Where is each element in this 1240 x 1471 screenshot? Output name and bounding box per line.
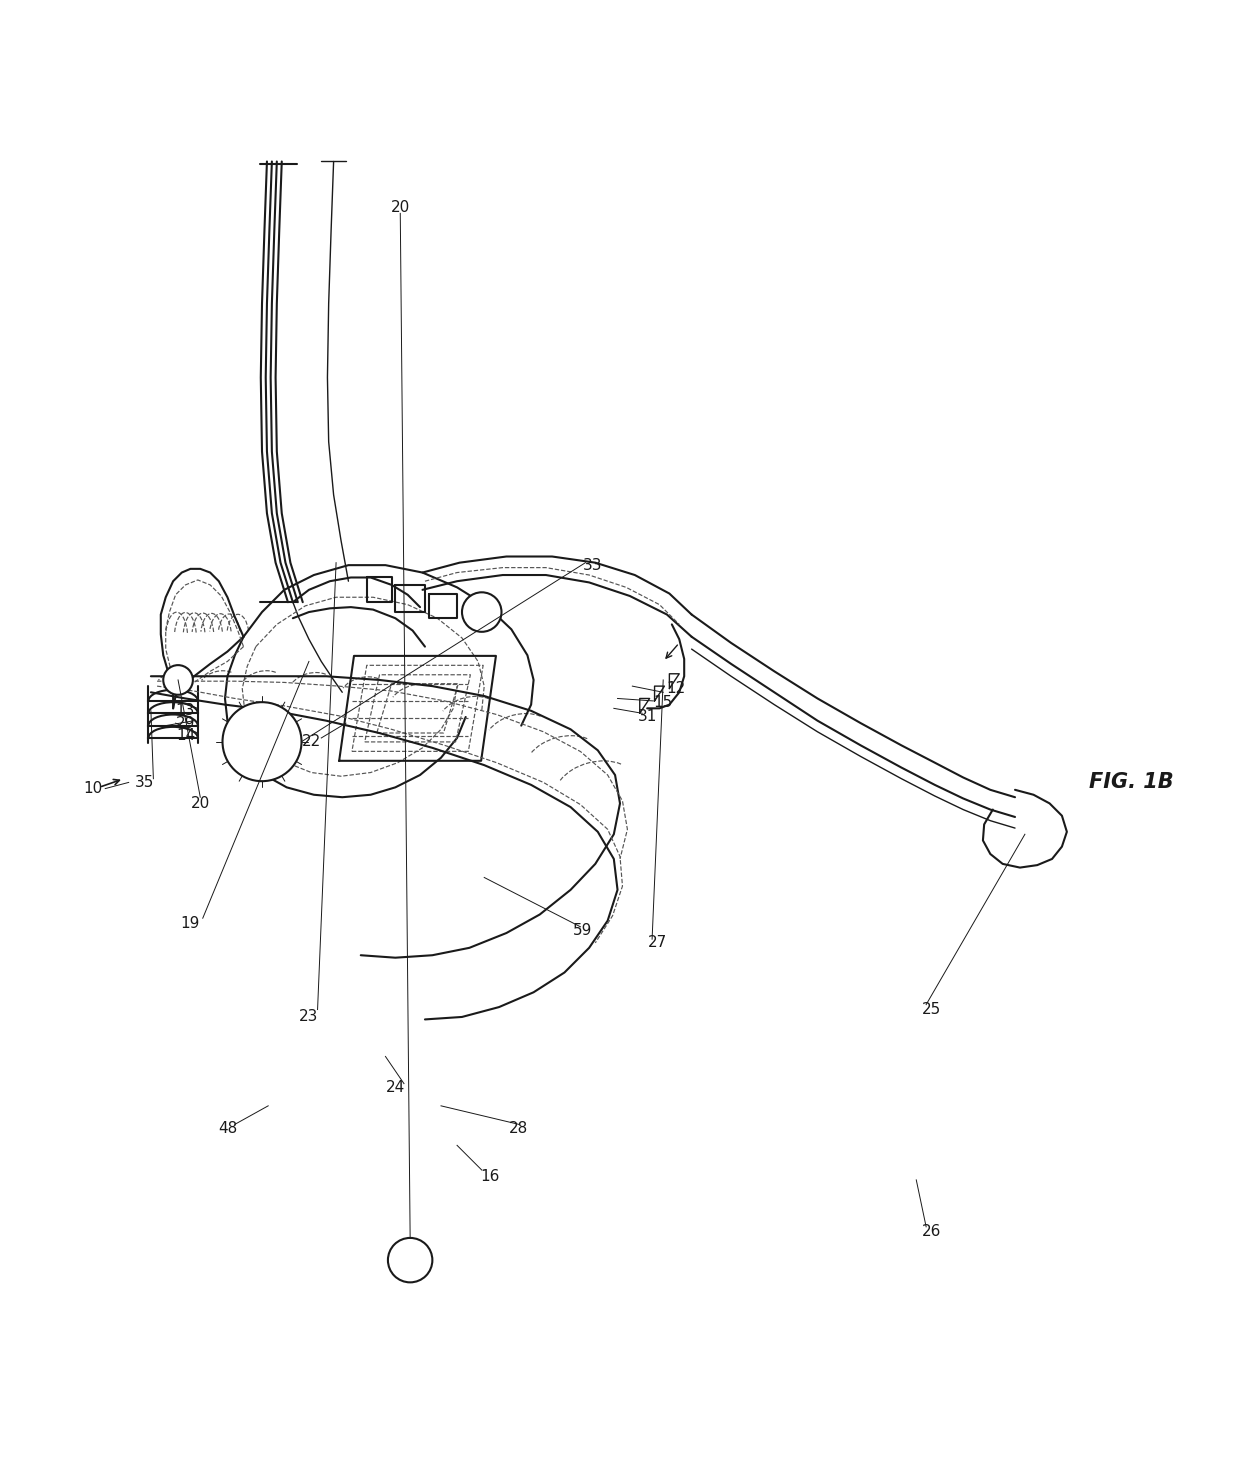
Text: 14: 14 bbox=[176, 728, 195, 743]
Text: 13: 13 bbox=[176, 703, 195, 718]
Text: 33: 33 bbox=[583, 558, 603, 572]
Text: 59: 59 bbox=[573, 922, 593, 938]
Circle shape bbox=[388, 1239, 433, 1283]
Text: 29: 29 bbox=[176, 716, 195, 731]
Text: 25: 25 bbox=[921, 1002, 941, 1016]
Text: 19: 19 bbox=[181, 915, 200, 931]
Text: 26: 26 bbox=[921, 1224, 941, 1239]
Text: FIG. 1B: FIG. 1B bbox=[1089, 772, 1174, 793]
Circle shape bbox=[222, 702, 301, 781]
Text: 23: 23 bbox=[299, 1009, 319, 1024]
Text: 27: 27 bbox=[647, 936, 667, 950]
Text: 16: 16 bbox=[481, 1168, 500, 1184]
Text: 20: 20 bbox=[391, 200, 410, 215]
Text: 35: 35 bbox=[135, 775, 155, 790]
Circle shape bbox=[463, 593, 501, 633]
Text: 10: 10 bbox=[83, 781, 103, 796]
Text: 48: 48 bbox=[218, 1121, 237, 1136]
Text: 31: 31 bbox=[637, 709, 657, 725]
Text: 15: 15 bbox=[653, 694, 673, 709]
Text: 22: 22 bbox=[301, 734, 321, 749]
Text: 24: 24 bbox=[386, 1080, 405, 1094]
Text: 12: 12 bbox=[666, 681, 686, 696]
Text: 20: 20 bbox=[191, 796, 210, 811]
Circle shape bbox=[164, 665, 193, 694]
Text: 28: 28 bbox=[510, 1121, 528, 1136]
